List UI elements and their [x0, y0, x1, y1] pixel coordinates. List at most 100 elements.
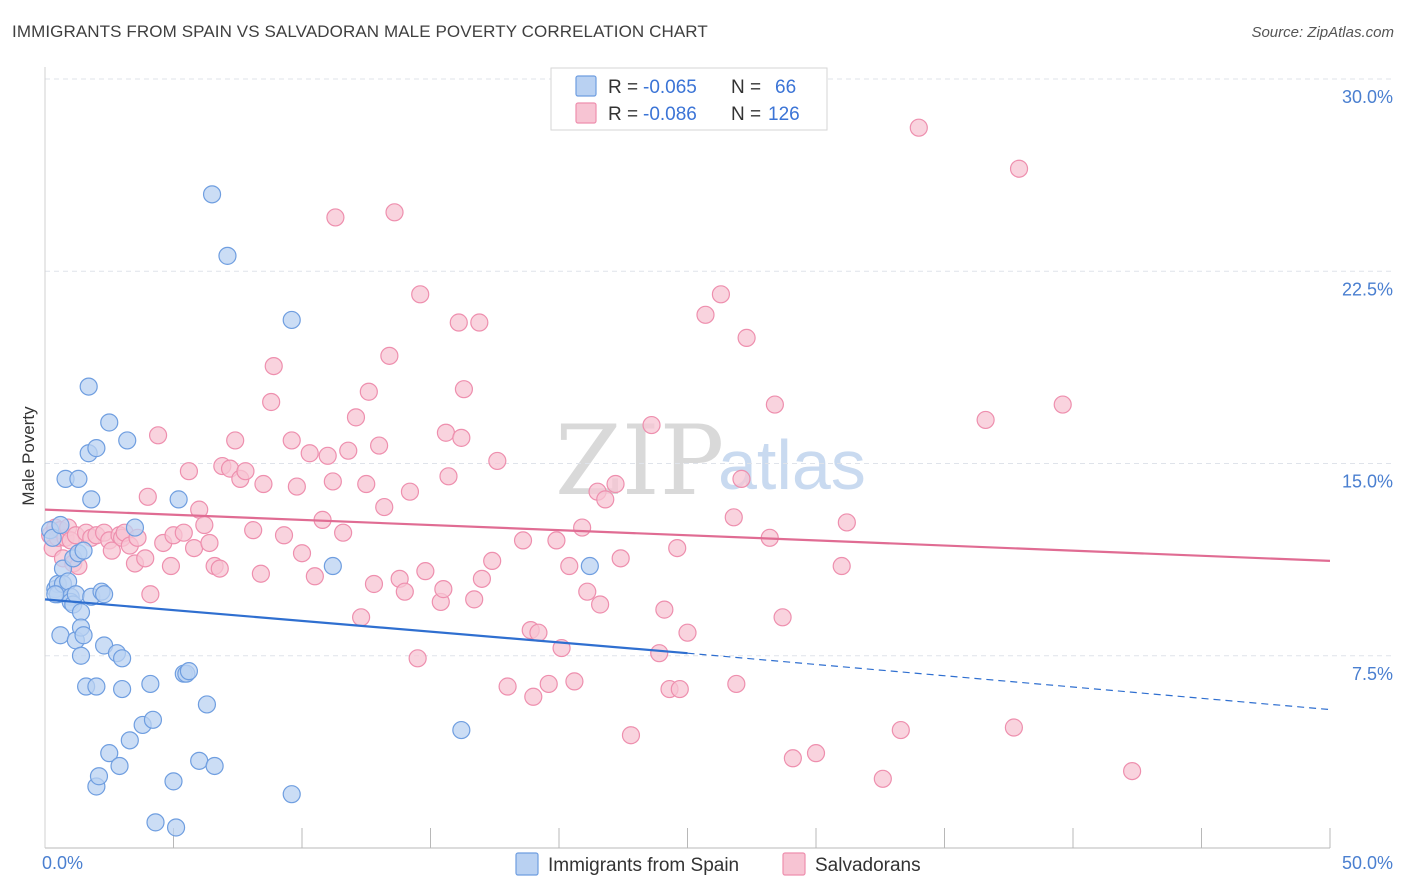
salvadoran-point-121 — [773, 608, 792, 627]
legend-r-label-1: R = — [608, 77, 638, 98]
spain-point-43 — [125, 518, 145, 537]
salvadoran-point-81 — [452, 428, 471, 447]
salvadoran-point-71 — [395, 582, 414, 601]
spain-point-47 — [146, 813, 165, 832]
salvadoran-point-26 — [141, 585, 160, 604]
salvadoran-point-115 — [724, 508, 743, 527]
salvadoran-point-44 — [244, 521, 263, 540]
legend-swatch-blue — [575, 75, 597, 97]
gridlines — [45, 78, 1393, 657]
spain-point-49 — [166, 818, 186, 837]
legend-r-label-2: R = — [608, 104, 638, 125]
spain-point-48 — [164, 772, 183, 791]
y-tick-label-3: 30.0% — [1342, 87, 1393, 107]
salvadoran-point-132 — [1053, 395, 1072, 414]
spain-trend-line — [44, 598, 688, 655]
salvadoran-point-106 — [642, 415, 661, 435]
legend-r-value-2: -0.086 — [643, 104, 697, 125]
x-tick-label-1: 50.0% — [1342, 853, 1393, 873]
salvadorans-trend-line — [44, 508, 1331, 563]
legend-n-label-2: N = — [731, 104, 761, 125]
salvadoran-point-107 — [650, 644, 669, 663]
x-tick-label-0: 0.0% — [42, 853, 83, 873]
spain-point-26 — [82, 490, 101, 509]
spain-point-31 — [89, 767, 109, 786]
salvadoran-point-56 — [318, 446, 337, 465]
spain-point-39 — [112, 679, 132, 699]
spain-point-54 — [190, 751, 209, 770]
salvadoran-point-88 — [498, 677, 517, 696]
salvadoran-point-57 — [323, 472, 342, 491]
salvadoran-point-17 — [102, 541, 121, 560]
salvadoran-point-51 — [287, 477, 306, 496]
salvadoran-point-114 — [711, 285, 731, 304]
salvadoran-point-61 — [346, 408, 366, 427]
salvadoran-point-99 — [578, 582, 597, 601]
salvadoran-point-116 — [727, 674, 746, 694]
salvadoran-point-97 — [565, 672, 584, 691]
spain-point-20 — [71, 646, 91, 665]
salvadoran-point-63 — [357, 474, 376, 494]
salvadoran-point-112 — [678, 623, 697, 642]
salvadoran-point-50 — [282, 431, 301, 450]
salvadoran-point-127 — [891, 720, 910, 740]
salvadoran-point-79 — [439, 467, 458, 486]
series-swatch-salvadorans — [782, 852, 806, 876]
spain-point-28 — [87, 439, 106, 458]
series-label-spain: Immigrants from Spain — [548, 855, 739, 876]
salvadoran-point-104 — [611, 549, 630, 568]
salvadoran-point-78 — [436, 423, 456, 442]
legend-box — [550, 67, 828, 131]
salvadoran-point-96 — [560, 556, 579, 576]
spain-point-21 — [74, 626, 93, 645]
salvadoran-point-73 — [408, 649, 427, 668]
salvadoran-point-82 — [454, 380, 474, 399]
salvadoran-point-101 — [591, 595, 610, 614]
stats-legend: R = -0.065 N = 66 R = -0.086 N = 126 — [550, 67, 828, 131]
salvadoran-point-108 — [655, 600, 674, 619]
spain-point-64 — [46, 585, 65, 604]
salvadoran-point-120 — [765, 395, 784, 414]
salvadoran-point-31 — [174, 523, 193, 542]
salvadoran-point-130 — [1004, 718, 1023, 737]
chart-title: IMMIGRANTS FROM SPAIN VS SALVADORAN MALE… — [12, 22, 708, 41]
spain-point-58 — [218, 246, 237, 265]
y-tick-label-0: 7.5% — [1352, 664, 1393, 684]
spain-point-56 — [202, 185, 222, 204]
salvadoran-point-80 — [449, 313, 468, 332]
spain-points — [41, 185, 599, 837]
y-tick-labels: 7.5% 15.0% 22.5% 30.0% — [1342, 87, 1393, 684]
salvadoran-point-25 — [138, 487, 157, 506]
spain-point-57 — [205, 756, 224, 776]
salvadoran-point-85 — [472, 569, 491, 588]
salvadoran-point-38 — [210, 559, 229, 578]
spain-point-65 — [51, 515, 70, 535]
salvadoran-point-68 — [380, 346, 399, 365]
spain-point-29 — [87, 677, 106, 696]
salvadoran-point-124 — [832, 556, 851, 576]
y-tick-label-2: 22.5% — [1342, 279, 1393, 299]
spain-point-42 — [120, 731, 139, 750]
salvadoran-point-123 — [806, 744, 826, 763]
spain-point-40 — [112, 649, 132, 668]
salvadoran-point-111 — [670, 679, 689, 699]
y-axis-label: Male Poverty — [19, 406, 38, 506]
source-label: Source: ZipAtlas.com — [1251, 24, 1394, 41]
salvadoran-point-87 — [488, 451, 507, 471]
trend-lines — [44, 508, 1331, 711]
legend-n-label-1: N = — [731, 77, 761, 98]
salvadoran-point-52 — [292, 544, 312, 563]
spain-point-45 — [141, 674, 160, 694]
spain-point-33 — [95, 585, 114, 604]
spain-point-60 — [282, 785, 301, 804]
salvadoran-point-58 — [326, 208, 345, 227]
salvadoran-point-54 — [305, 567, 324, 586]
salvadoran-point-75 — [416, 562, 435, 581]
watermark-atlas: atlas — [718, 426, 866, 504]
salvadoran-point-53 — [300, 444, 319, 463]
spain-point-62 — [452, 720, 471, 740]
salvadoran-point-59 — [334, 523, 353, 542]
legend-r-value-1: -0.065 — [643, 77, 697, 98]
spain-point-38 — [110, 756, 129, 776]
spain-point-25 — [79, 377, 98, 396]
